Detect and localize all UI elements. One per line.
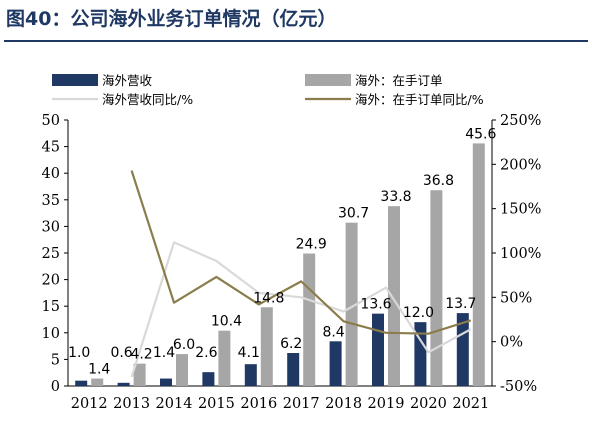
legend-label: 海外：在手订单 [355, 73, 443, 88]
left-tick-label: 15 [42, 299, 60, 315]
data-label-orders: 36.8 [423, 173, 454, 189]
data-label-revenue: 1.0 [68, 345, 90, 361]
x-tick-label: 2019 [368, 396, 405, 412]
data-label-revenue: 13.7 [445, 296, 476, 312]
bar-overseas-orders [176, 354, 188, 386]
bar-overseas-revenue [117, 382, 130, 386]
line-revenue-yoy [130, 241, 472, 378]
bar-overseas-revenue [329, 341, 342, 386]
bar-overseas-revenue [160, 378, 172, 386]
line-orders-yoy [130, 170, 472, 335]
x-tick-label: 2021 [452, 396, 489, 412]
data-label-revenue: 6.2 [280, 336, 302, 352]
data-label-revenue: 0.6 [110, 345, 132, 361]
bar-overseas-revenue [287, 353, 300, 386]
left-tick-label: 20 [42, 273, 60, 289]
right-tick-label: 0% [500, 335, 523, 351]
bar-overseas-orders [133, 363, 146, 386]
bar-overseas-revenue [414, 322, 427, 386]
data-label-revenue: 12.0 [403, 305, 434, 321]
bar-overseas-orders [303, 253, 316, 386]
data-label-orders: 4.2 [130, 347, 152, 363]
data-label-revenue: 2.6 [195, 345, 217, 361]
data-label-revenue: 1.4 [153, 345, 175, 361]
x-tick-label: 2014 [156, 396, 193, 412]
left-tick-label: 10 [42, 326, 60, 342]
left-tick-label: 5 [51, 352, 60, 368]
x-tick-label: 2012 [71, 396, 108, 412]
left-tick-label: 40 [42, 166, 60, 182]
left-tick-label: 45 [42, 140, 60, 156]
bar-overseas-orders [218, 330, 231, 386]
bar-overseas-revenue [202, 372, 215, 386]
data-label-orders: 24.9 [296, 237, 327, 253]
legend-label: 海外营收 [102, 73, 153, 88]
data-label-orders: 10.4 [211, 314, 242, 330]
right-tick-label: 50% [500, 290, 532, 306]
x-tick-label: 2020 [410, 396, 447, 412]
data-label-orders: 14.8 [253, 290, 284, 306]
right-tick-label: 100% [500, 246, 541, 262]
bar-overseas-revenue [244, 364, 257, 386]
left-tick-label: 0 [51, 379, 60, 395]
data-label-revenue: 13.6 [360, 297, 391, 313]
bar-overseas-orders [91, 378, 104, 386]
bar-overseas-revenue [75, 380, 88, 386]
data-label-orders: 30.7 [338, 206, 369, 222]
x-tick-label: 2017 [283, 396, 320, 412]
right-tick-label: 200% [500, 157, 541, 173]
left-tick-label: 25 [42, 246, 60, 262]
x-tick-label: 2016 [240, 396, 277, 412]
bar-overseas-orders [430, 190, 443, 386]
legend-label: 海外：在手订单同比/% [355, 92, 484, 107]
right-tick-label: 250% [500, 113, 541, 129]
left-tick-label: 35 [42, 193, 60, 209]
left-tick-label: 50 [42, 113, 60, 129]
legend-label: 海外营收同比/% [102, 92, 193, 107]
x-tick-label: 2013 [113, 396, 150, 412]
bar-overseas-orders [472, 143, 485, 386]
bar-overseas-revenue [372, 313, 384, 386]
right-tick-label: -50% [500, 379, 537, 395]
legend-swatch-revenue [52, 74, 98, 86]
data-label-revenue: 8.4 [322, 324, 344, 340]
data-label-orders: 45.6 [465, 126, 496, 142]
data-label-orders: 33.8 [380, 189, 411, 205]
data-label-orders: 6.0 [173, 337, 195, 353]
data-label-revenue: 4.1 [238, 345, 260, 361]
bar-overseas-orders [345, 222, 358, 386]
x-tick-label: 2018 [325, 396, 362, 412]
x-tick-label: 2015 [198, 396, 235, 412]
bar-overseas-orders [388, 206, 400, 386]
left-tick-label: 30 [42, 219, 60, 235]
title-rule [4, 40, 588, 42]
bar-overseas-orders [260, 307, 273, 386]
legend-swatch-orders [305, 74, 351, 86]
right-tick-label: 150% [500, 202, 541, 218]
data-label-orders: 1.4 [88, 362, 110, 378]
chart-title: 图40：公司海外业务订单情况（亿元） [6, 8, 337, 30]
